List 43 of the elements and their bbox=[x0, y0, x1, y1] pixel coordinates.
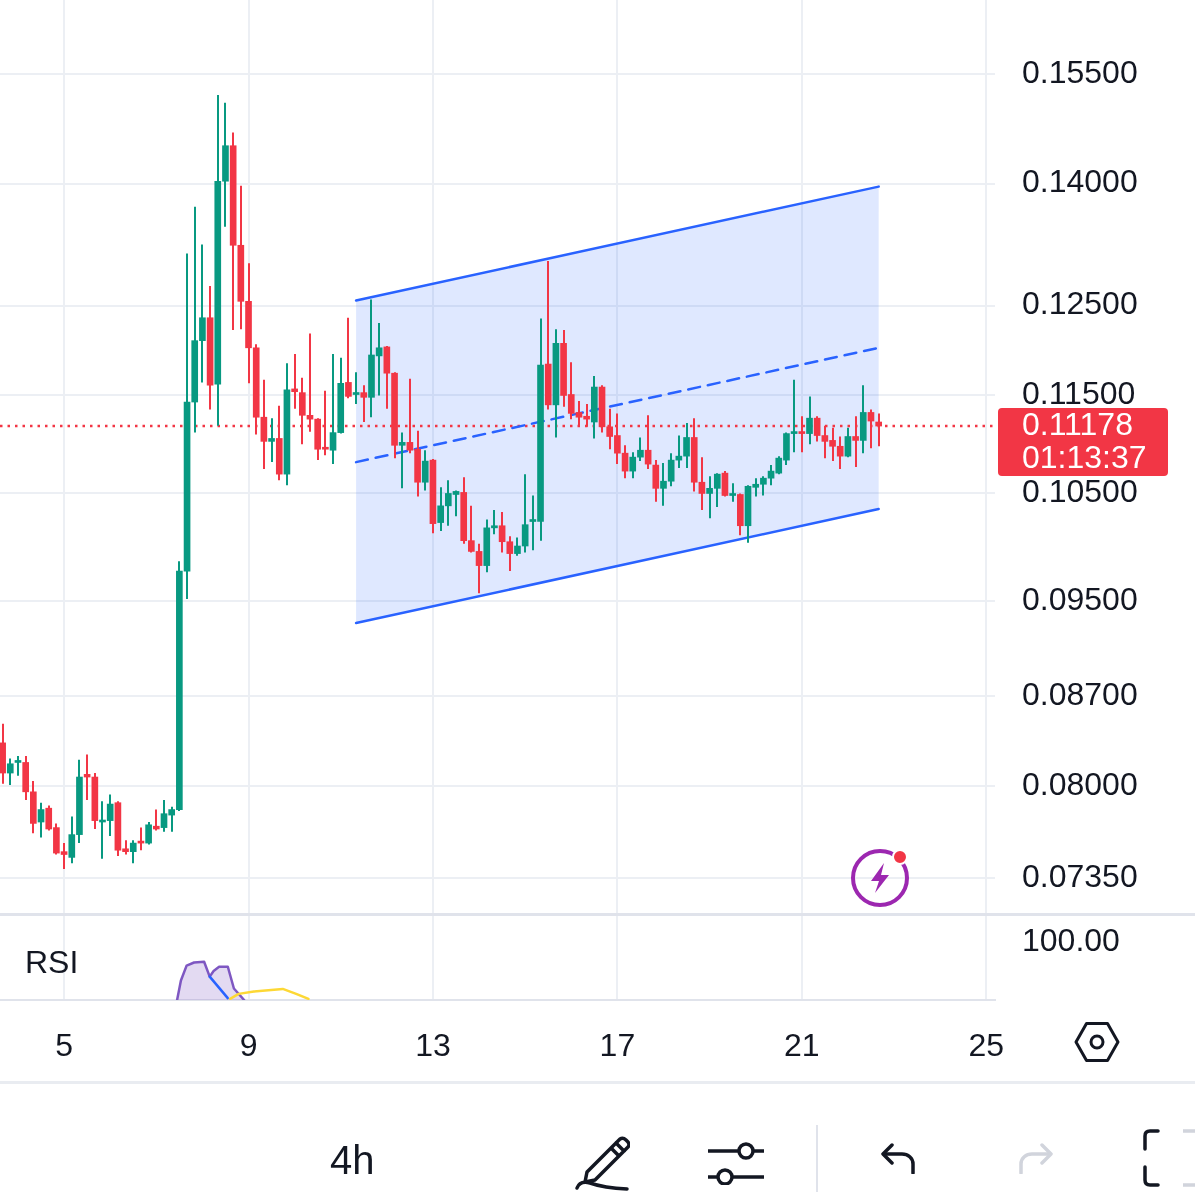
candlestick bbox=[145, 821, 152, 846]
candlestick bbox=[37, 801, 45, 839]
candlestick bbox=[514, 536, 521, 557]
x-tick-label: 13 bbox=[415, 1027, 451, 1064]
candlestick bbox=[813, 415, 821, 443]
candlestick bbox=[14, 754, 22, 777]
x-tick-label: 9 bbox=[239, 1027, 258, 1064]
x-tick-label: 25 bbox=[968, 1027, 1005, 1064]
candlestick bbox=[421, 449, 429, 492]
x-tick-label: 17 bbox=[599, 1027, 636, 1064]
text: 4h bbox=[330, 1138, 375, 1182]
candlestick bbox=[345, 316, 352, 400]
y-tick-label: 0.15500 bbox=[1022, 53, 1138, 90]
candlestick bbox=[129, 839, 137, 865]
chart-title: RSI bbox=[25, 943, 79, 980]
x-tick-label: 21 bbox=[784, 1027, 820, 1064]
y-tick-label: 0.10500 bbox=[1022, 473, 1138, 510]
y-tick-label: 0.12500 bbox=[1022, 285, 1138, 322]
candlestick bbox=[291, 353, 298, 410]
x-tick-label: 5 bbox=[55, 1027, 73, 1064]
candlestick bbox=[152, 808, 160, 832]
candlestick bbox=[637, 436, 644, 463]
y-tick-label: 0.09500 bbox=[1022, 581, 1138, 618]
y-tick-label: 0.14000 bbox=[1022, 163, 1138, 200]
candlestick bbox=[521, 473, 529, 554]
candlestick bbox=[875, 412, 882, 448]
text: 100.00 bbox=[1022, 921, 1120, 958]
candlestick bbox=[398, 431, 406, 490]
candlestick bbox=[491, 509, 498, 536]
y-tick-label: 0.08000 bbox=[1022, 766, 1138, 803]
y-tick-label: 0.08700 bbox=[1022, 675, 1138, 712]
candlestick bbox=[683, 421, 690, 470]
candlestick bbox=[360, 384, 368, 423]
candlestick bbox=[729, 482, 736, 503]
candlestick bbox=[437, 486, 444, 533]
candlestick bbox=[806, 395, 813, 446]
candlestick bbox=[6, 757, 14, 787]
y-tick-label: 0.07350 bbox=[1022, 857, 1138, 894]
candlestick bbox=[352, 371, 360, 405]
candlestick bbox=[629, 451, 637, 480]
candlestick bbox=[652, 459, 660, 503]
candlestick bbox=[721, 470, 729, 498]
candlestick bbox=[268, 417, 275, 464]
